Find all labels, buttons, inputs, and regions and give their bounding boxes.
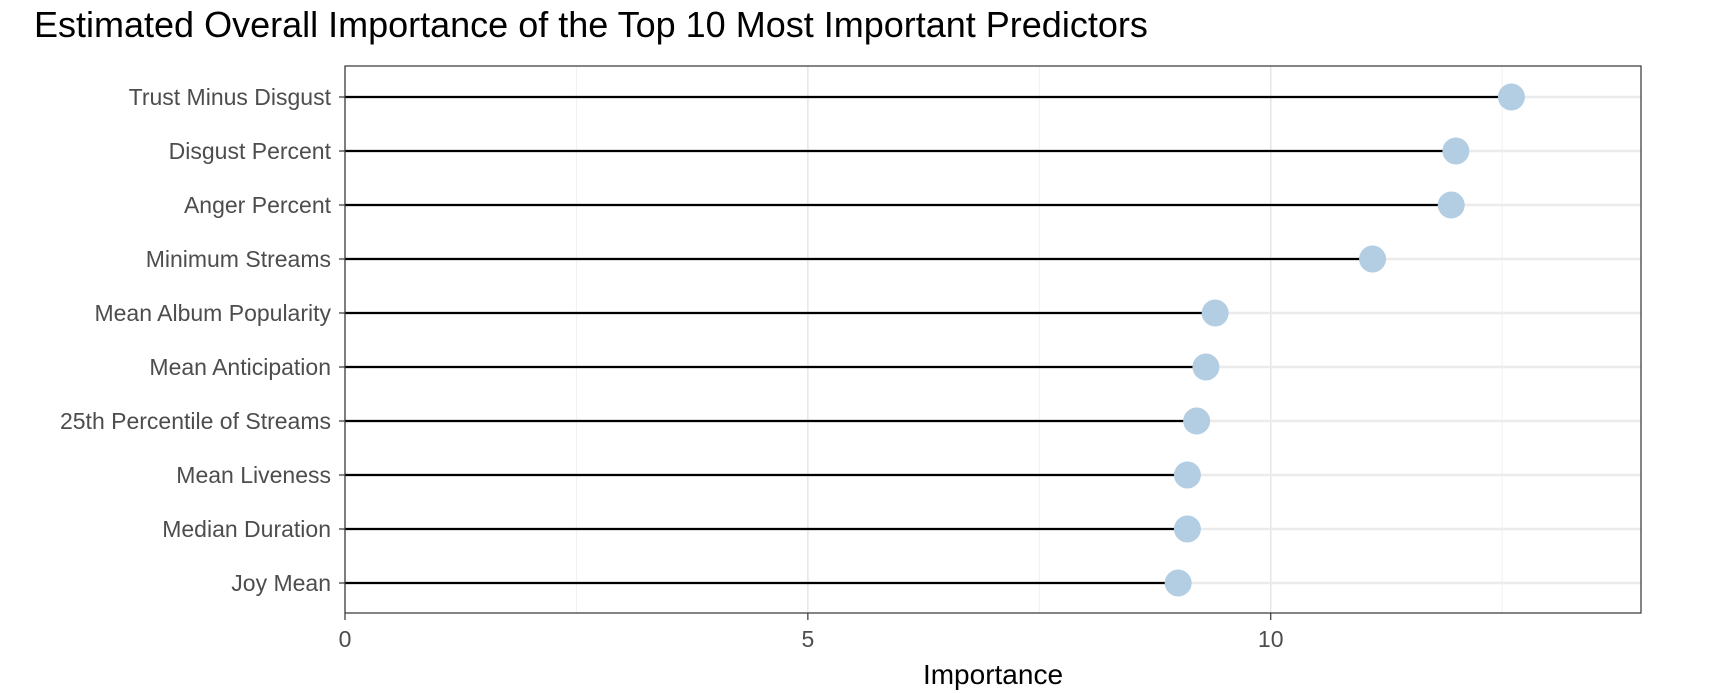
lollipop-point — [1173, 515, 1201, 543]
axis-layer: Trust Minus Disgust Disgust Percent Anger … — [60, 84, 1284, 652]
y-tick-label: Anger Percent — [184, 192, 332, 218]
lollipop-point — [1442, 137, 1470, 165]
point-layer — [1164, 83, 1525, 597]
lollipop-point — [1437, 191, 1465, 219]
y-tick-label: Joy Mean — [231, 570, 331, 596]
stem-layer — [345, 95, 1512, 585]
lollipop-point — [1164, 569, 1192, 597]
lollipop-point — [1183, 407, 1211, 435]
y-tick-label: Median Duration — [162, 516, 331, 542]
lollipop-point — [1201, 299, 1229, 327]
y-tick-label: Mean Album Popularity — [94, 300, 331, 326]
x-axis-title: Importance — [923, 659, 1063, 690]
x-tick-label: 5 — [801, 626, 814, 652]
x-tick-label: 10 — [1258, 626, 1284, 652]
chart-title: Estimated Overall Importance of the Top … — [34, 4, 1148, 45]
lollipop-point — [1173, 461, 1201, 489]
y-tick-label: Minimum Streams — [146, 246, 331, 272]
y-tick-label: 25th Percentile of Streams — [60, 408, 331, 434]
y-tick-label: Trust Minus Disgust — [129, 84, 332, 110]
y-tick-label: Mean Liveness — [176, 462, 331, 488]
panel-border — [344, 65, 1642, 614]
y-tick-label: Mean Anticipation — [149, 354, 331, 380]
y-tick-label: Disgust Percent — [169, 138, 332, 164]
x-tick-label: 0 — [339, 626, 352, 652]
lollipop-point — [1359, 245, 1387, 273]
lollipop-point — [1497, 83, 1525, 111]
lollipop-point — [1192, 353, 1220, 381]
